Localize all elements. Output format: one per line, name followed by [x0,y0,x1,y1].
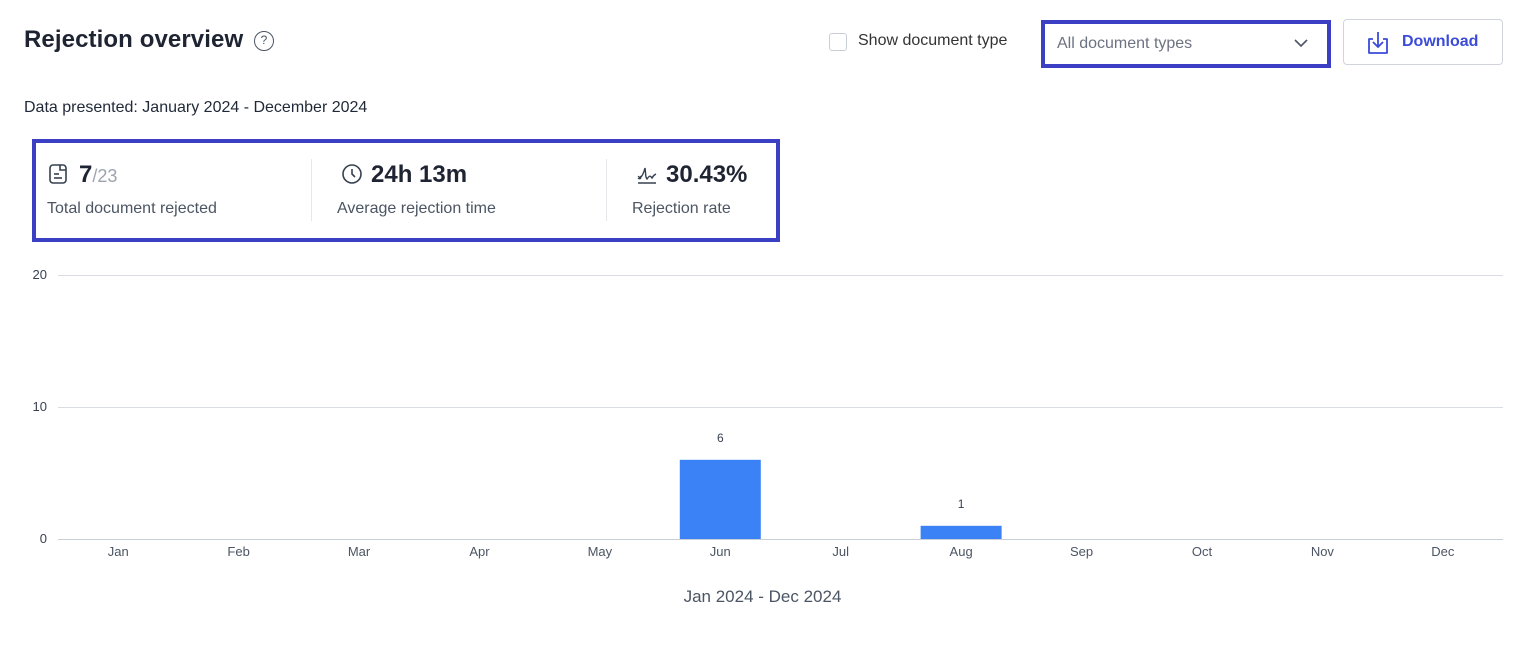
show-document-type-checkbox[interactable] [829,33,847,51]
x-tick-label: Dec [1431,544,1455,559]
stat-label: Total document rejected [47,200,217,217]
chevron-down-icon [1294,39,1308,48]
document-type-select-value: All document types [1057,35,1193,52]
monthly-rejections-bar-chart: 0 10 20 Jan Feb Mar Apr May 6 Jun Jul 1 Aug Sep Oct Nov… [33,267,1503,559]
stats-summary-panel: 7/23 Total document rejected 24h 13m Ave… [32,139,780,242]
total-count: /23 [92,166,118,186]
x-tick-label: Aug [950,544,973,559]
data-label: 6 [717,431,724,445]
x-tick-label: Jun [710,544,731,559]
help-icon[interactable]: ? [254,31,274,51]
stat-label: Rejection rate [632,200,731,217]
x-tick-label: Jan [108,544,129,559]
y-tick-label: 10 [33,399,47,414]
bar [679,459,761,539]
x-tick-label: Mar [348,544,371,559]
divider [606,159,607,221]
stat-value: 7/23 [79,161,117,189]
x-axis-title: Jan 2024 - Dec 2024 [683,587,842,606]
x-tick-label: May [588,544,613,559]
stat-label: Average rejection time [337,200,496,217]
data-label: 1 [958,497,965,511]
x-tick-label: Nov [1311,544,1335,559]
bar [920,525,1002,539]
clock-icon [342,164,362,184]
rejected-count: 7 [79,161,93,188]
page-title: Rejection overview [24,26,244,53]
average-time-value: 24h 13m [371,161,468,188]
download-icon [1368,32,1388,54]
y-tick-label: 0 [40,531,47,546]
document-type-select[interactable]: All document types [1041,20,1331,68]
download-label: Download [1402,33,1479,50]
download-button[interactable]: Download [1343,19,1503,65]
x-tick-label: Jul [832,544,849,559]
x-axis-caption: Jan 2024 - Dec 2024 [0,587,1521,607]
show-document-type-label[interactable]: Show document type [858,32,1008,49]
x-tick-label: Apr [469,544,490,559]
x-tick-label: Feb [227,544,249,559]
divider [311,159,312,221]
rejection-rate-value: 30.43% [666,161,748,188]
document-icon [49,164,67,184]
data-range-text: Data presented: January 2024 - December … [24,99,368,116]
x-tick-label: Sep [1070,544,1093,559]
x-tick-label: Oct [1192,544,1213,559]
signature-icon [637,167,657,184]
y-tick-label: 20 [33,267,47,282]
